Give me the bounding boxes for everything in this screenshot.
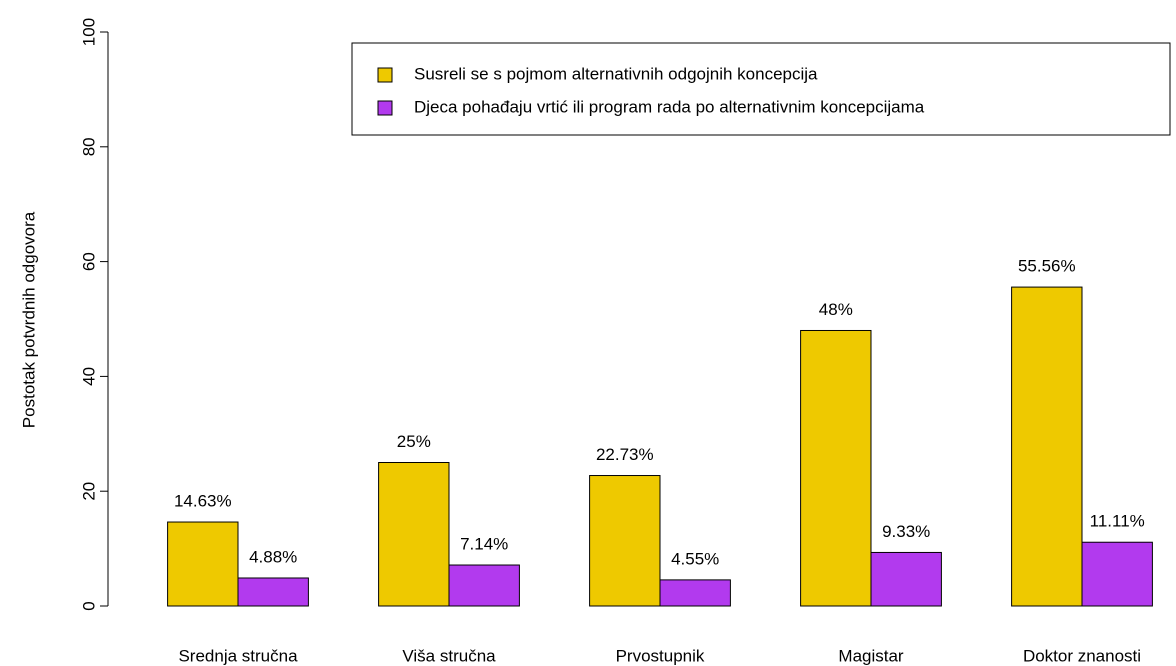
y-tick-label: 0 [79,601,98,610]
value-label: 14.63% [174,492,232,511]
x-tick-label: Magistar [838,646,904,665]
x-tick-label: Doktor znanosti [1023,646,1141,665]
legend-box [351,42,1171,136]
y-tick-label: 20 [79,482,98,501]
bar [1011,286,1083,607]
x-tick-label: Srednja stručna [178,646,298,665]
value-label: 11.11% [1090,512,1145,531]
y-axis-label: Postotak potvrdnih odgovora [19,211,38,428]
bar [1081,541,1153,607]
bar [589,475,661,607]
value-label: 55.56% [1018,257,1076,276]
y-tick-label: 40 [79,367,98,386]
value-label: 48% [819,300,853,319]
bar [800,329,872,607]
legend-swatch [377,67,393,83]
legend-label: Susreli se s pojmom alternativnih odgojn… [414,64,818,83]
legend-label: Djeca pohađaju vrtić ili program rada po… [414,97,925,116]
bar [659,579,731,607]
x-tick-label: Viša stručna [402,646,496,665]
value-label: 4.55% [671,549,719,568]
value-label: 7.14% [460,535,508,554]
bar [448,564,520,607]
value-label: 22.73% [596,445,654,464]
value-label: 25% [397,432,431,451]
y-tick-label: 100 [79,18,98,46]
legend-swatch [377,100,393,116]
x-tick-label: Prvostupnik [616,646,705,665]
bar [870,551,942,607]
bar [167,521,239,607]
value-label: 4.88% [249,547,297,566]
y-tick-label: 80 [79,137,98,156]
y-tick-label: 60 [79,252,98,271]
bar [378,462,450,607]
bar [237,577,309,607]
value-label: 9.33% [882,522,930,541]
